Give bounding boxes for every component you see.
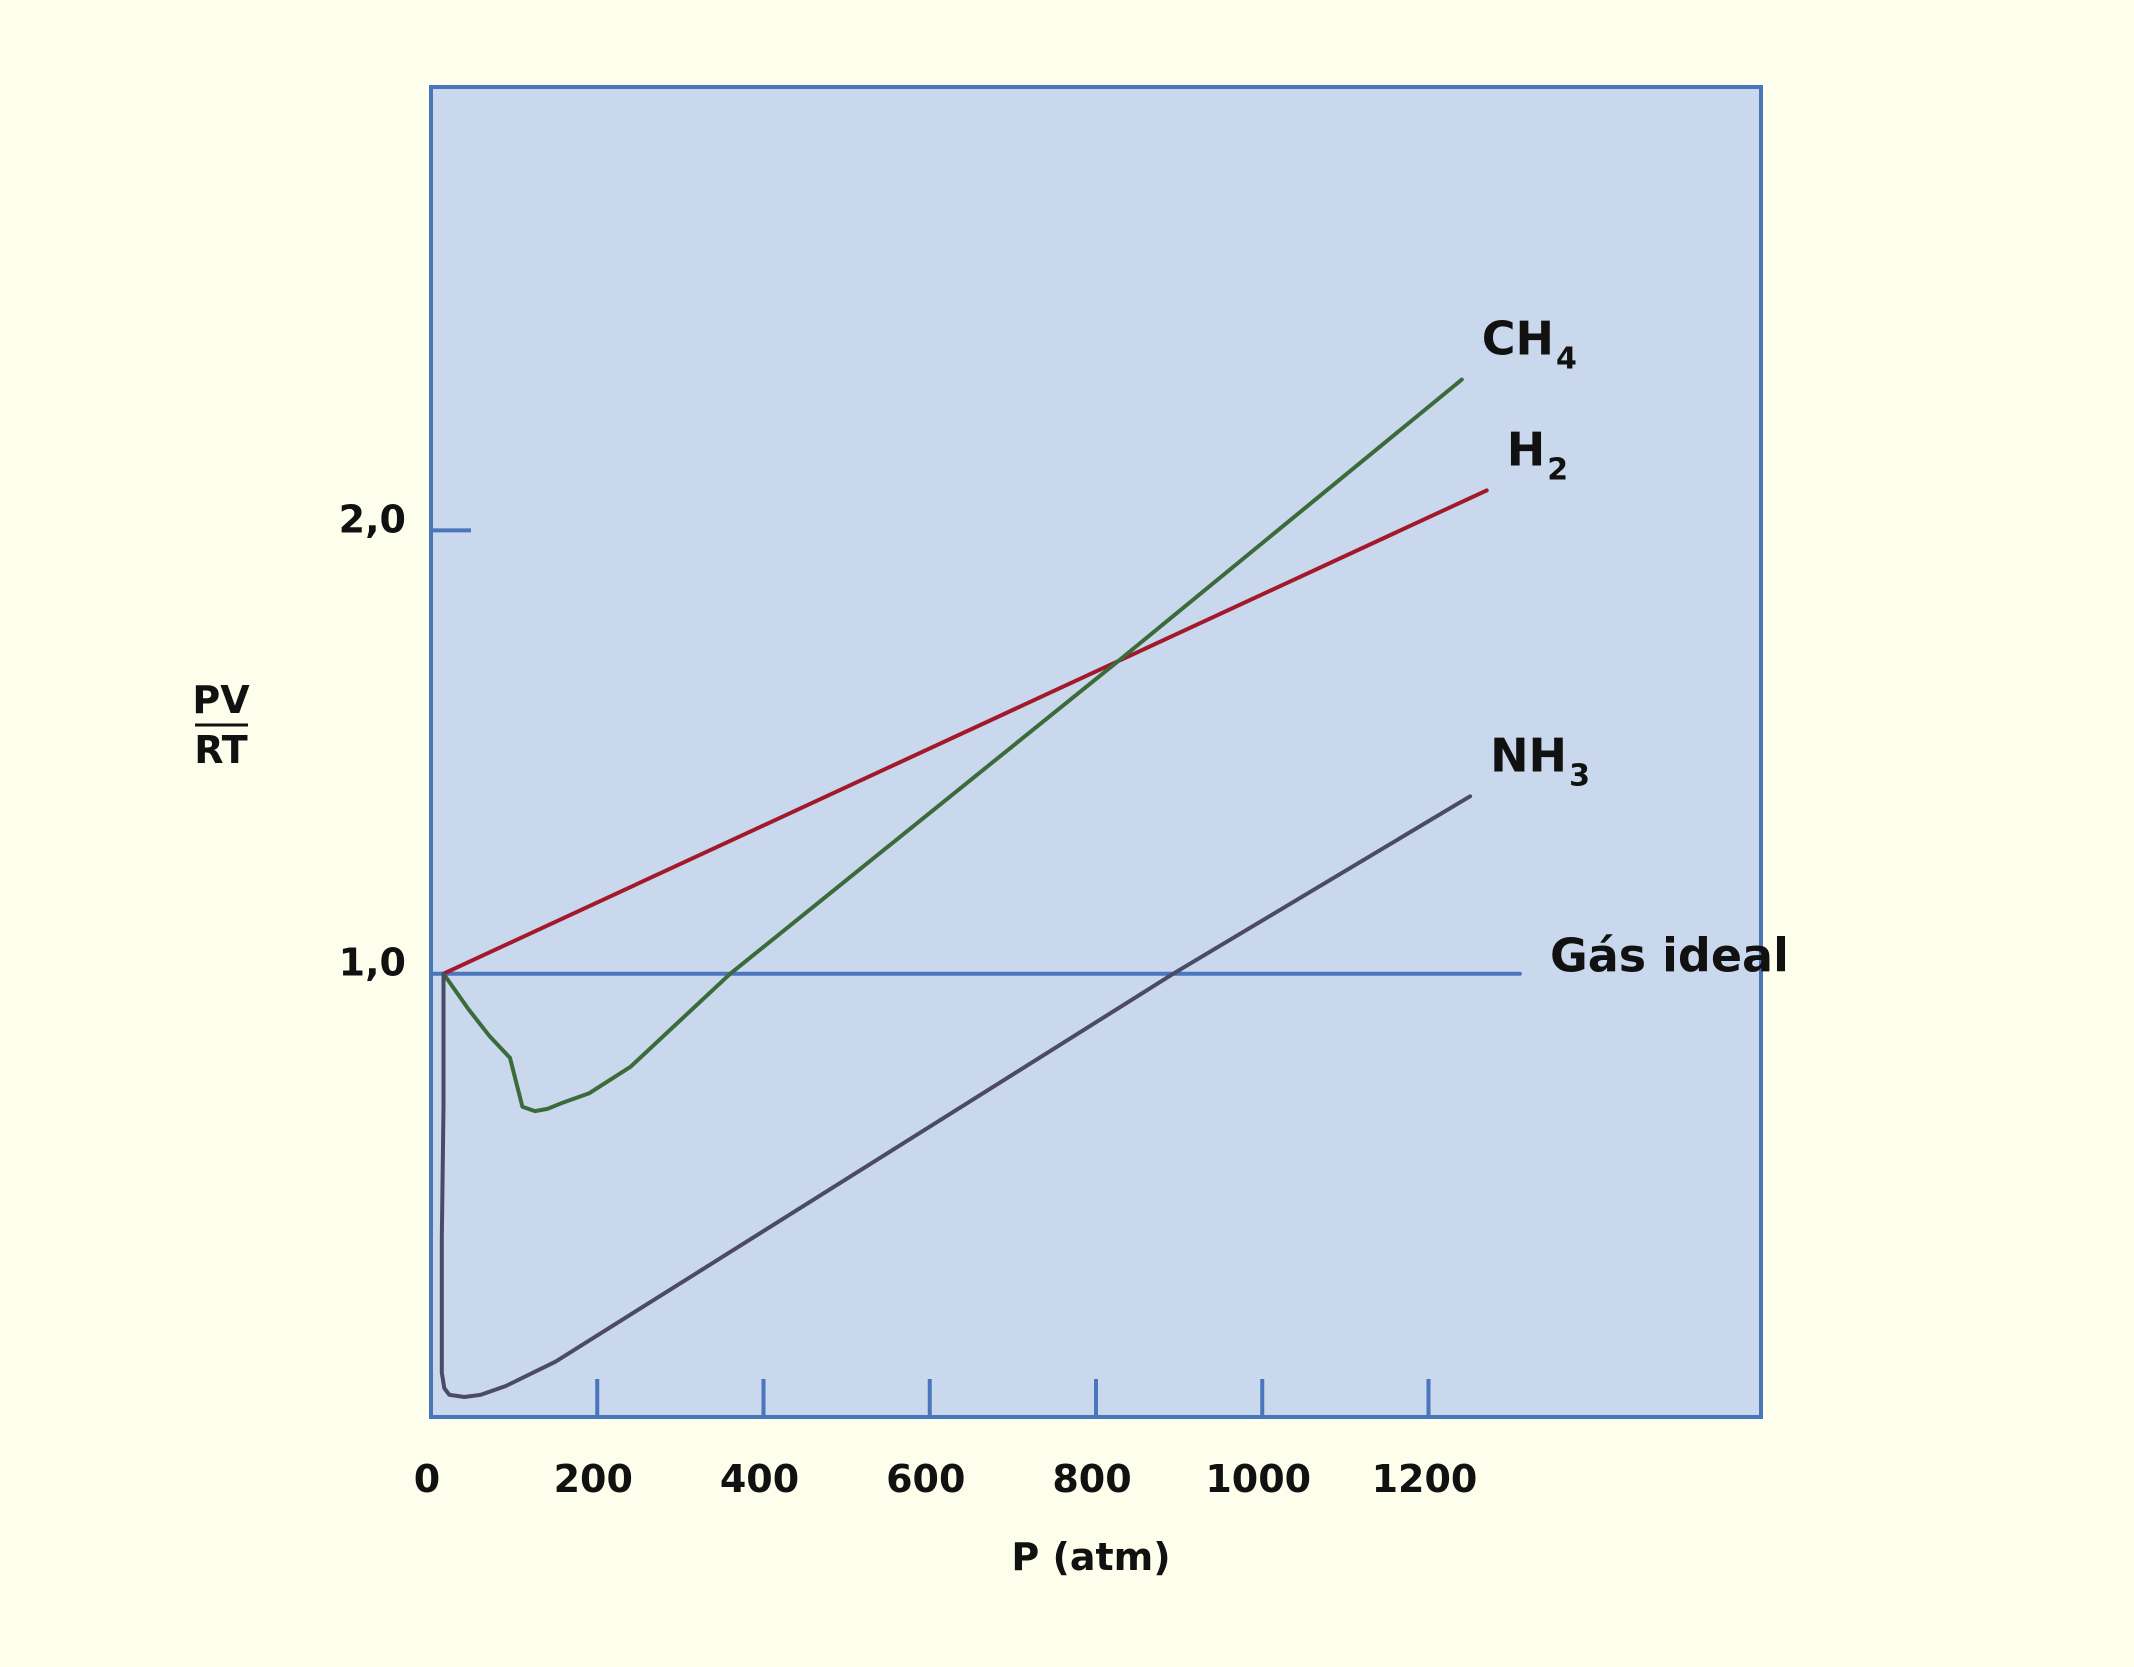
x-tick-label: 1200 [1372, 1457, 1478, 1501]
x-tick-label: 600 [886, 1457, 965, 1501]
x-tick-label: 0 [414, 1457, 440, 1501]
series-label-h2: H2 [1507, 422, 1568, 487]
series-label-ch4: CH4 [1482, 312, 1577, 377]
series-label-subscript: 2 [1547, 452, 1568, 487]
y-axis-title: PV RT [192, 678, 250, 772]
series-label-text: Gás ideal [1550, 929, 1789, 983]
series-label-text: H [1507, 422, 1546, 476]
x-tick-label: 800 [1052, 1457, 1131, 1501]
series-label-subscript: 4 [1556, 342, 1577, 377]
y-axis-title-denominator: RT [194, 728, 248, 772]
y-axis-ticks: 1,0 2,0 [339, 497, 471, 985]
series-label-subscript: 3 [1569, 758, 1590, 793]
series-label-text: NH [1490, 728, 1567, 782]
series-lines [429, 377, 1522, 1399]
series-label-gas-ideal: Gás ideal [1550, 929, 1789, 983]
x-axis-title: P (atm) [1011, 1535, 1170, 1579]
series-label-nh3: NH3 [1490, 728, 1590, 793]
x-tick-label: 1000 [1205, 1457, 1311, 1501]
y-axis-title-numerator: PV [192, 678, 250, 722]
series-line-h2 [441, 488, 1489, 976]
series-labels: Gás ideal H2 CH4 NH3 [1482, 312, 1789, 983]
series-label-text: CH [1482, 312, 1554, 366]
y-tick-label: 1,0 [339, 941, 406, 985]
x-tick-label: 200 [554, 1457, 633, 1501]
x-axis-ticks: 0 200 400 600 800 1000 1200 [414, 1379, 1478, 1501]
series-line-nh3 [439, 794, 1473, 1399]
plot-area [429, 85, 1763, 1419]
series-line-ch4 [441, 377, 1464, 1114]
x-tick-label: 400 [720, 1457, 799, 1501]
y-tick-label: 2,0 [339, 497, 406, 541]
